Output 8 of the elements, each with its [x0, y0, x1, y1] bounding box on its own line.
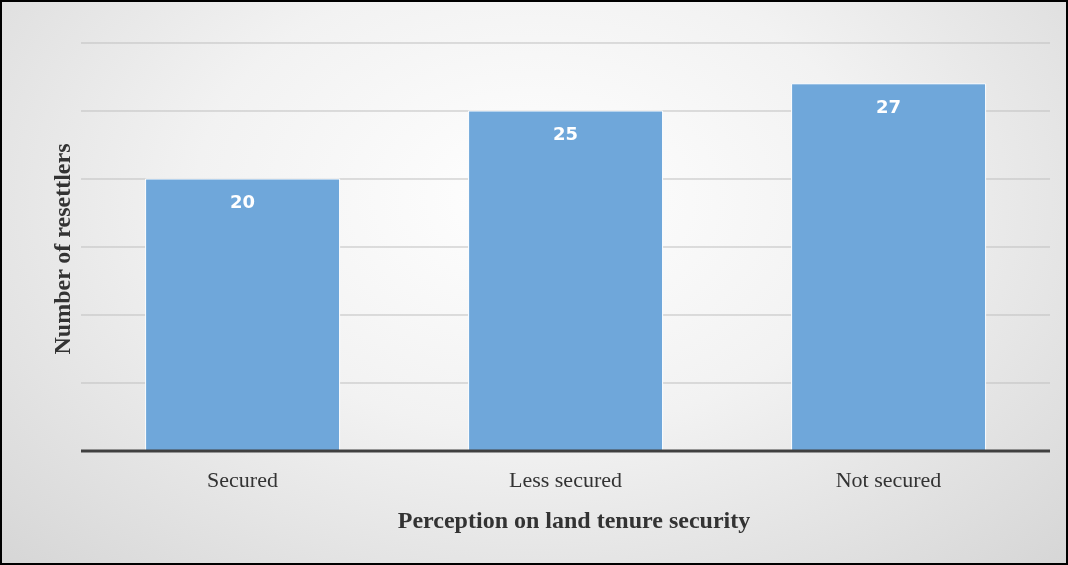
data-label: 25	[553, 122, 579, 144]
x-axis-title: Perception on land tenure security	[396, 507, 752, 534]
data-label: 27	[876, 95, 902, 117]
data-label: 20	[230, 190, 256, 212]
y-axis-title: Number of resettlers	[48, 143, 76, 355]
x-tick-label: Secured	[207, 466, 278, 492]
x-tick-label: Less secured	[508, 466, 623, 492]
x-tick-label: Not secured	[835, 466, 942, 492]
